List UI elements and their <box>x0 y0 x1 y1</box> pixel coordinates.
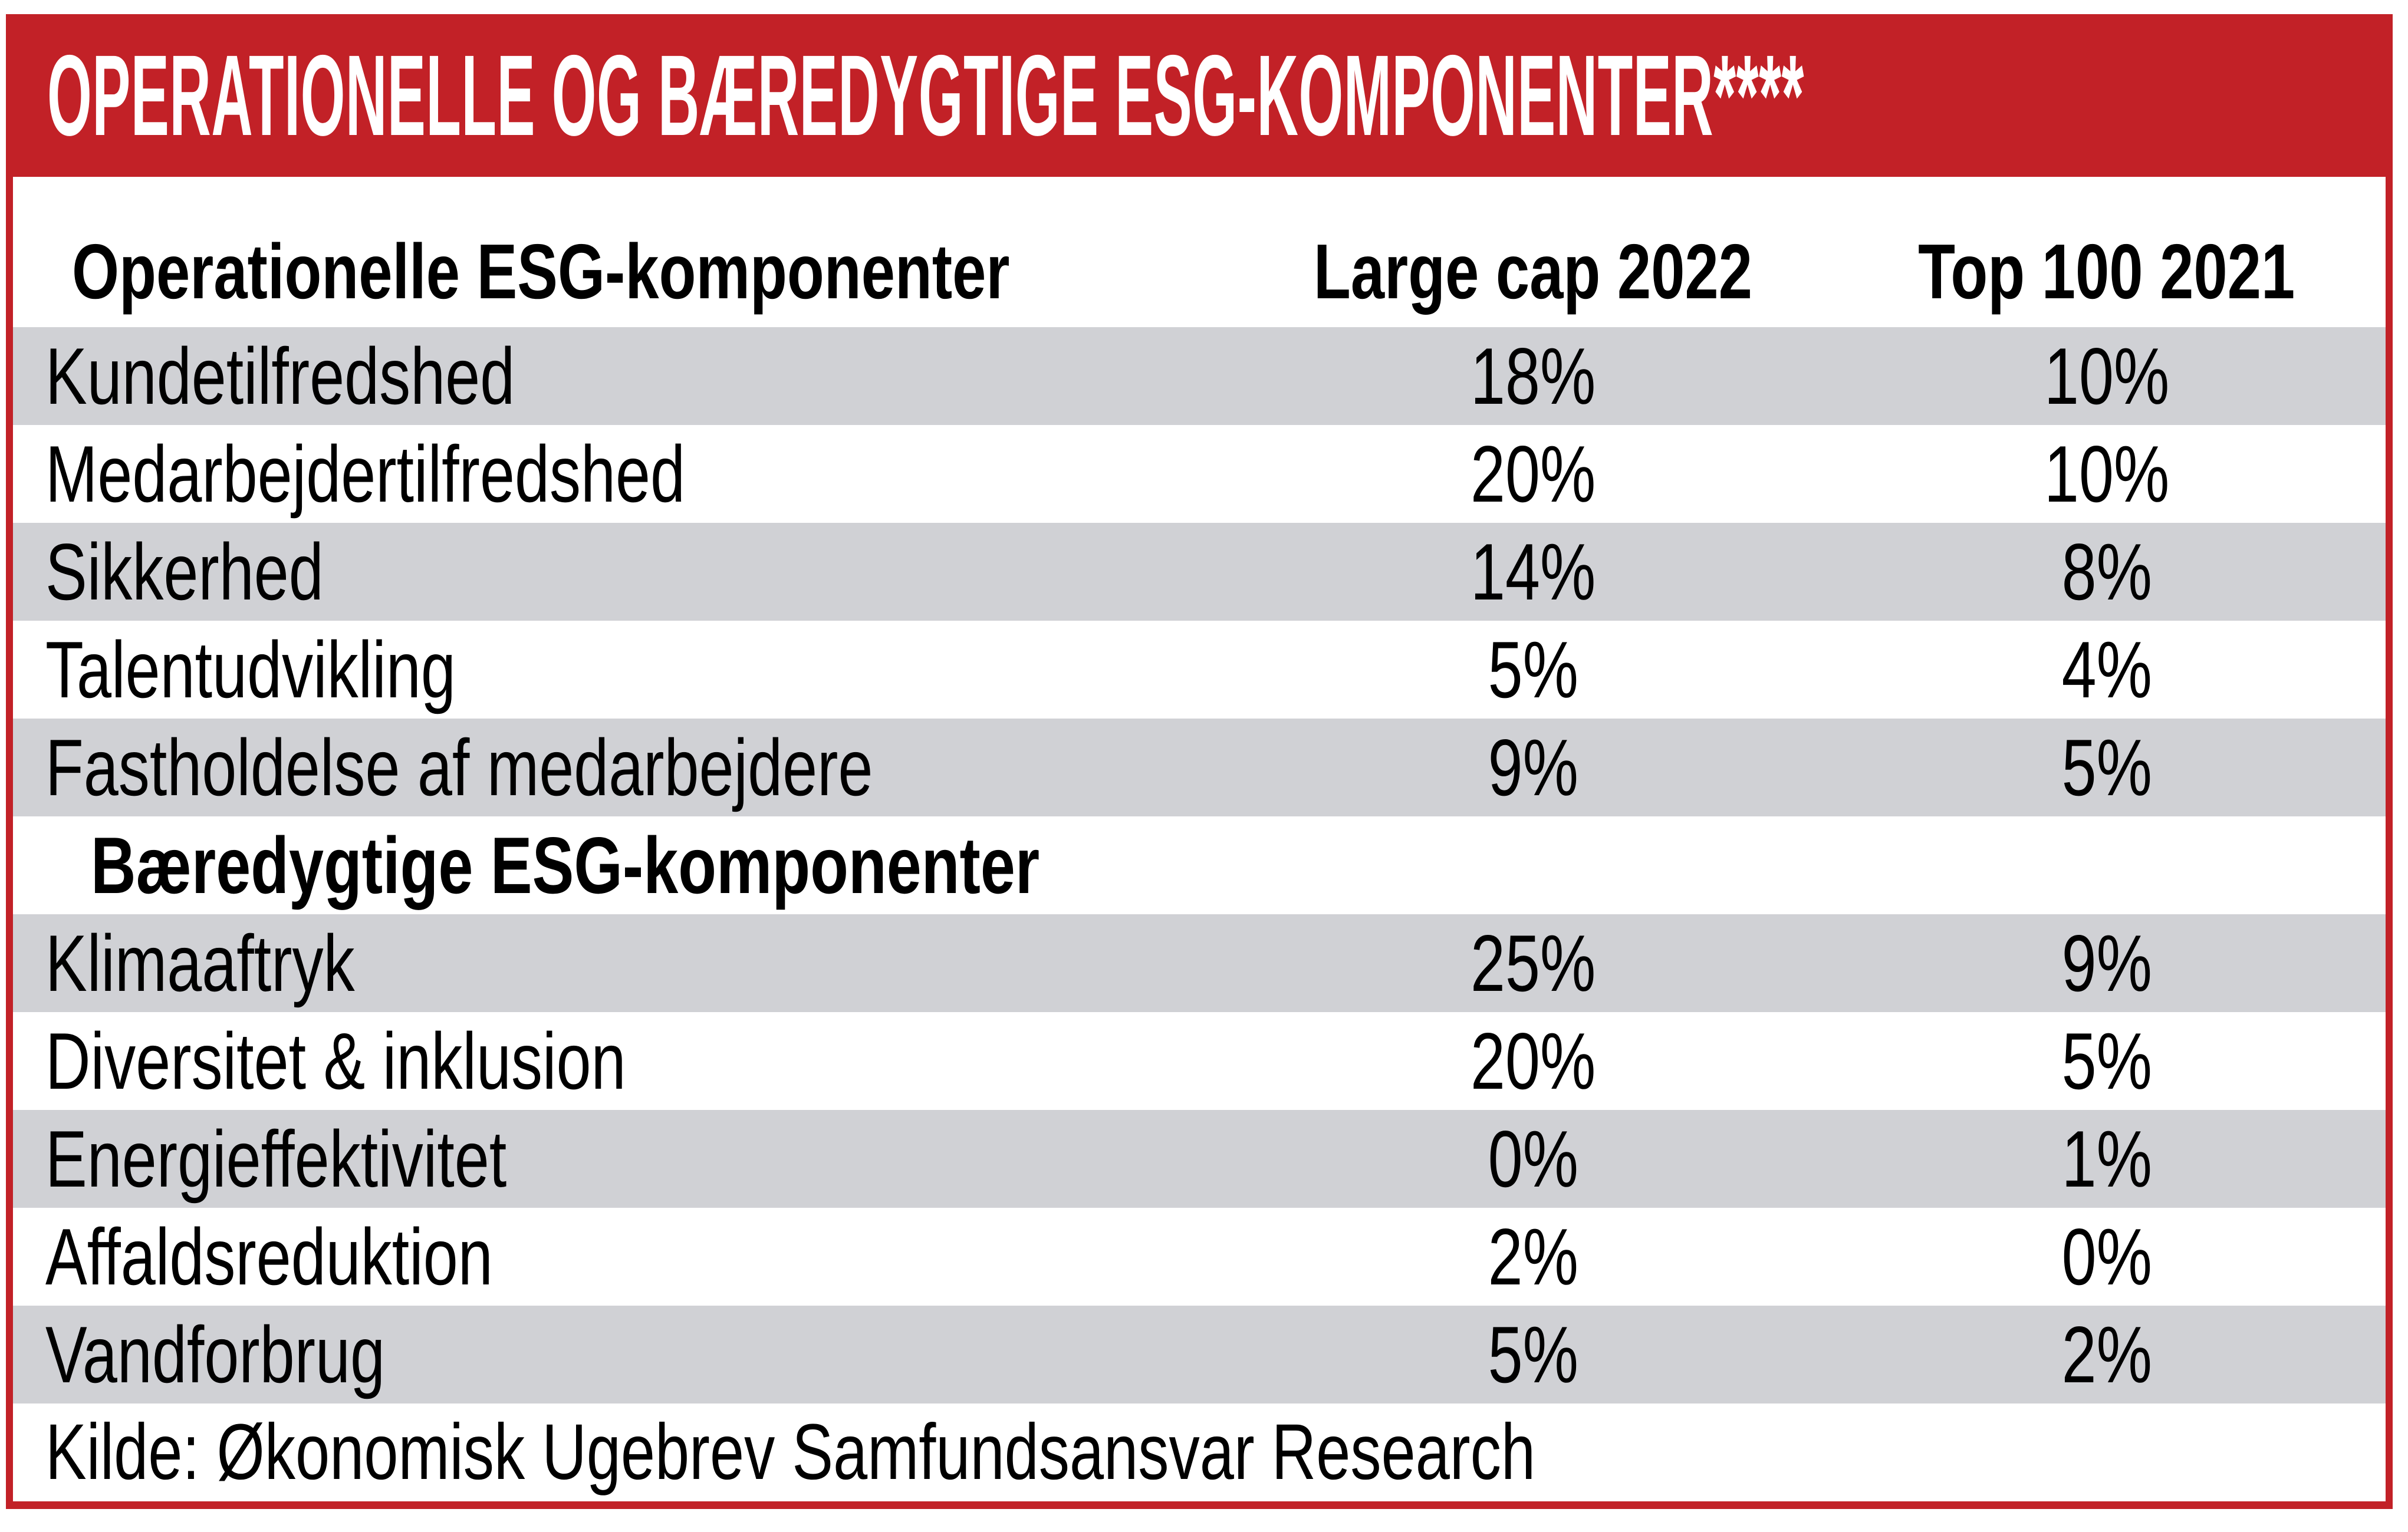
figure-title: OPERATIONELLE OG BÆREDYGTIGE ESG-KOMPONE… <box>47 31 1804 160</box>
header-component-column: Operationelle ESG-komponenter <box>72 228 1010 315</box>
source-row: Kilde: Økonomisk Ugebrev Samfundsansvar … <box>13 1403 2386 1501</box>
row-value-large-cap: 20% <box>1470 1016 1596 1106</box>
row-value-large-cap: 9% <box>1488 723 1578 812</box>
row-value-top-100: 9% <box>2061 918 2152 1008</box>
row-label: Medarbejdertilfredshed <box>45 429 685 519</box>
title-banner: OPERATIONELLE OG BÆREDYGTIGE ESG-KOMPONE… <box>13 14 2386 177</box>
row-value-large-cap: 2% <box>1488 1212 1578 1302</box>
row-value-large-cap: 14% <box>1470 527 1596 617</box>
row-value-large-cap: 5% <box>1488 625 1578 714</box>
table-row: Klimaaftryk 25% 9% <box>13 914 2386 1012</box>
row-value-top-100: 5% <box>2061 723 2152 812</box>
section-empty-cell <box>1238 825 1828 905</box>
source-text: Kilde: Økonomisk Ugebrev Samfundsansvar … <box>45 1408 1536 1496</box>
row-value-top-100: 8% <box>2061 527 2152 617</box>
table-row: Kundetilfredshed 18% 10% <box>13 327 2386 425</box>
table-row: Medarbejdertilfredshed 20% 10% <box>13 425 2386 523</box>
row-label: Sikkerhed <box>45 527 324 617</box>
row-value-top-100: 10% <box>2044 429 2170 519</box>
table-row: Sikkerhed 14% 8% <box>13 523 2386 621</box>
row-value-top-100: 0% <box>2061 1212 2152 1302</box>
row-value-top-100: 2% <box>2061 1310 2152 1399</box>
row-value-top-100: 1% <box>2061 1114 2152 1204</box>
table-header-row: Operationelle ESG-komponenter Large cap … <box>13 177 2386 327</box>
row-value-top-100: 4% <box>2061 625 2152 714</box>
table-row: Affaldsreduktion 2% 0% <box>13 1208 2386 1306</box>
section-empty-cell <box>1828 825 2386 905</box>
row-label: Energieffektivitet <box>45 1114 507 1204</box>
row-value-top-100: 5% <box>2061 1016 2152 1106</box>
header-top-100-2021-column: Top 100 2021 <box>1918 228 2295 315</box>
row-value-top-100: 10% <box>2044 331 2170 421</box>
row-value-large-cap: 18% <box>1470 331 1596 421</box>
table-row: Fastholdelse af medarbejdere 9% 5% <box>13 719 2386 816</box>
row-label: Affaldsreduktion <box>45 1212 493 1302</box>
table-frame: OPERATIONELLE OG BÆREDYGTIGE ESG-KOMPONE… <box>6 14 2393 1509</box>
table-row: Talentudvikling 5% 4% <box>13 621 2386 719</box>
row-value-large-cap: 25% <box>1470 918 1596 1008</box>
table-row: Vandforbrug 5% 2% <box>13 1306 2386 1403</box>
row-value-large-cap: 0% <box>1488 1114 1578 1204</box>
row-label: Kundetilfredshed <box>45 331 515 421</box>
row-label: Fastholdelse af medarbejdere <box>45 723 873 812</box>
row-label: Vandforbrug <box>45 1310 385 1399</box>
row-label: Diversitet & inklusion <box>45 1016 626 1106</box>
section-title: Bæredygtige ESG-komponenter <box>91 821 1040 910</box>
header-large-cap-2022-column: Large cap 2022 <box>1313 228 1753 315</box>
row-value-large-cap: 20% <box>1470 429 1596 519</box>
row-label: Klimaaftryk <box>45 918 355 1008</box>
section-header-row: Bæredygtige ESG-komponenter <box>13 816 2386 914</box>
table-row: Energieffektivitet 0% 1% <box>13 1110 2386 1208</box>
row-label: Talentudvikling <box>45 625 456 714</box>
row-value-large-cap: 5% <box>1488 1310 1578 1399</box>
table-row: Diversitet & inklusion 20% 5% <box>13 1012 2386 1110</box>
